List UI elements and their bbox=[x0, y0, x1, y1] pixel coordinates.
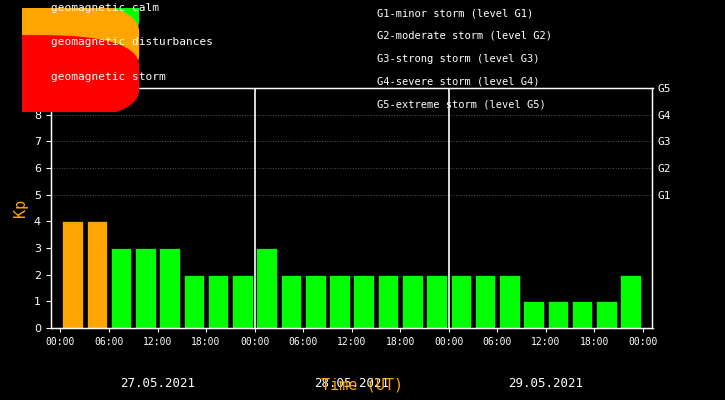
Bar bbox=[208, 275, 228, 328]
Text: G5-extreme storm (level G5): G5-extreme storm (level G5) bbox=[377, 100, 546, 110]
Text: G2-moderate storm (level G2): G2-moderate storm (level G2) bbox=[377, 31, 552, 41]
Bar bbox=[596, 301, 617, 328]
Y-axis label: Kp: Kp bbox=[13, 199, 28, 217]
Text: 28.05.2021: 28.05.2021 bbox=[314, 377, 389, 390]
Bar bbox=[281, 275, 302, 328]
Bar bbox=[86, 221, 107, 328]
Bar bbox=[378, 275, 398, 328]
Bar bbox=[402, 275, 423, 328]
Bar bbox=[257, 248, 277, 328]
Text: G4-severe storm (level G4): G4-severe storm (level G4) bbox=[377, 77, 539, 87]
Bar bbox=[572, 301, 592, 328]
Bar bbox=[135, 248, 156, 328]
Bar bbox=[354, 275, 374, 328]
Bar bbox=[426, 275, 447, 328]
Bar bbox=[111, 248, 131, 328]
Text: G3-strong storm (level G3): G3-strong storm (level G3) bbox=[377, 54, 539, 64]
Bar bbox=[232, 275, 253, 328]
Bar bbox=[160, 248, 180, 328]
Text: geomagnetic calm: geomagnetic calm bbox=[51, 3, 159, 13]
Bar bbox=[62, 221, 83, 328]
Text: geomagnetic storm: geomagnetic storm bbox=[51, 72, 166, 82]
Bar bbox=[329, 275, 349, 328]
Text: Time (UT): Time (UT) bbox=[321, 377, 404, 392]
Bar bbox=[183, 275, 204, 328]
Bar bbox=[450, 275, 471, 328]
Text: geomagnetic disturbances: geomagnetic disturbances bbox=[51, 37, 213, 47]
Text: G1-minor storm (level G1): G1-minor storm (level G1) bbox=[377, 8, 534, 18]
FancyBboxPatch shape bbox=[0, 1, 139, 86]
Text: 29.05.2021: 29.05.2021 bbox=[508, 377, 583, 390]
Bar bbox=[547, 301, 568, 328]
Text: 27.05.2021: 27.05.2021 bbox=[120, 377, 195, 390]
Bar bbox=[523, 301, 544, 328]
Bar bbox=[475, 275, 495, 328]
Bar bbox=[305, 275, 326, 328]
Bar bbox=[499, 275, 520, 328]
Bar bbox=[621, 275, 641, 328]
FancyBboxPatch shape bbox=[0, 0, 139, 52]
FancyBboxPatch shape bbox=[0, 35, 139, 120]
